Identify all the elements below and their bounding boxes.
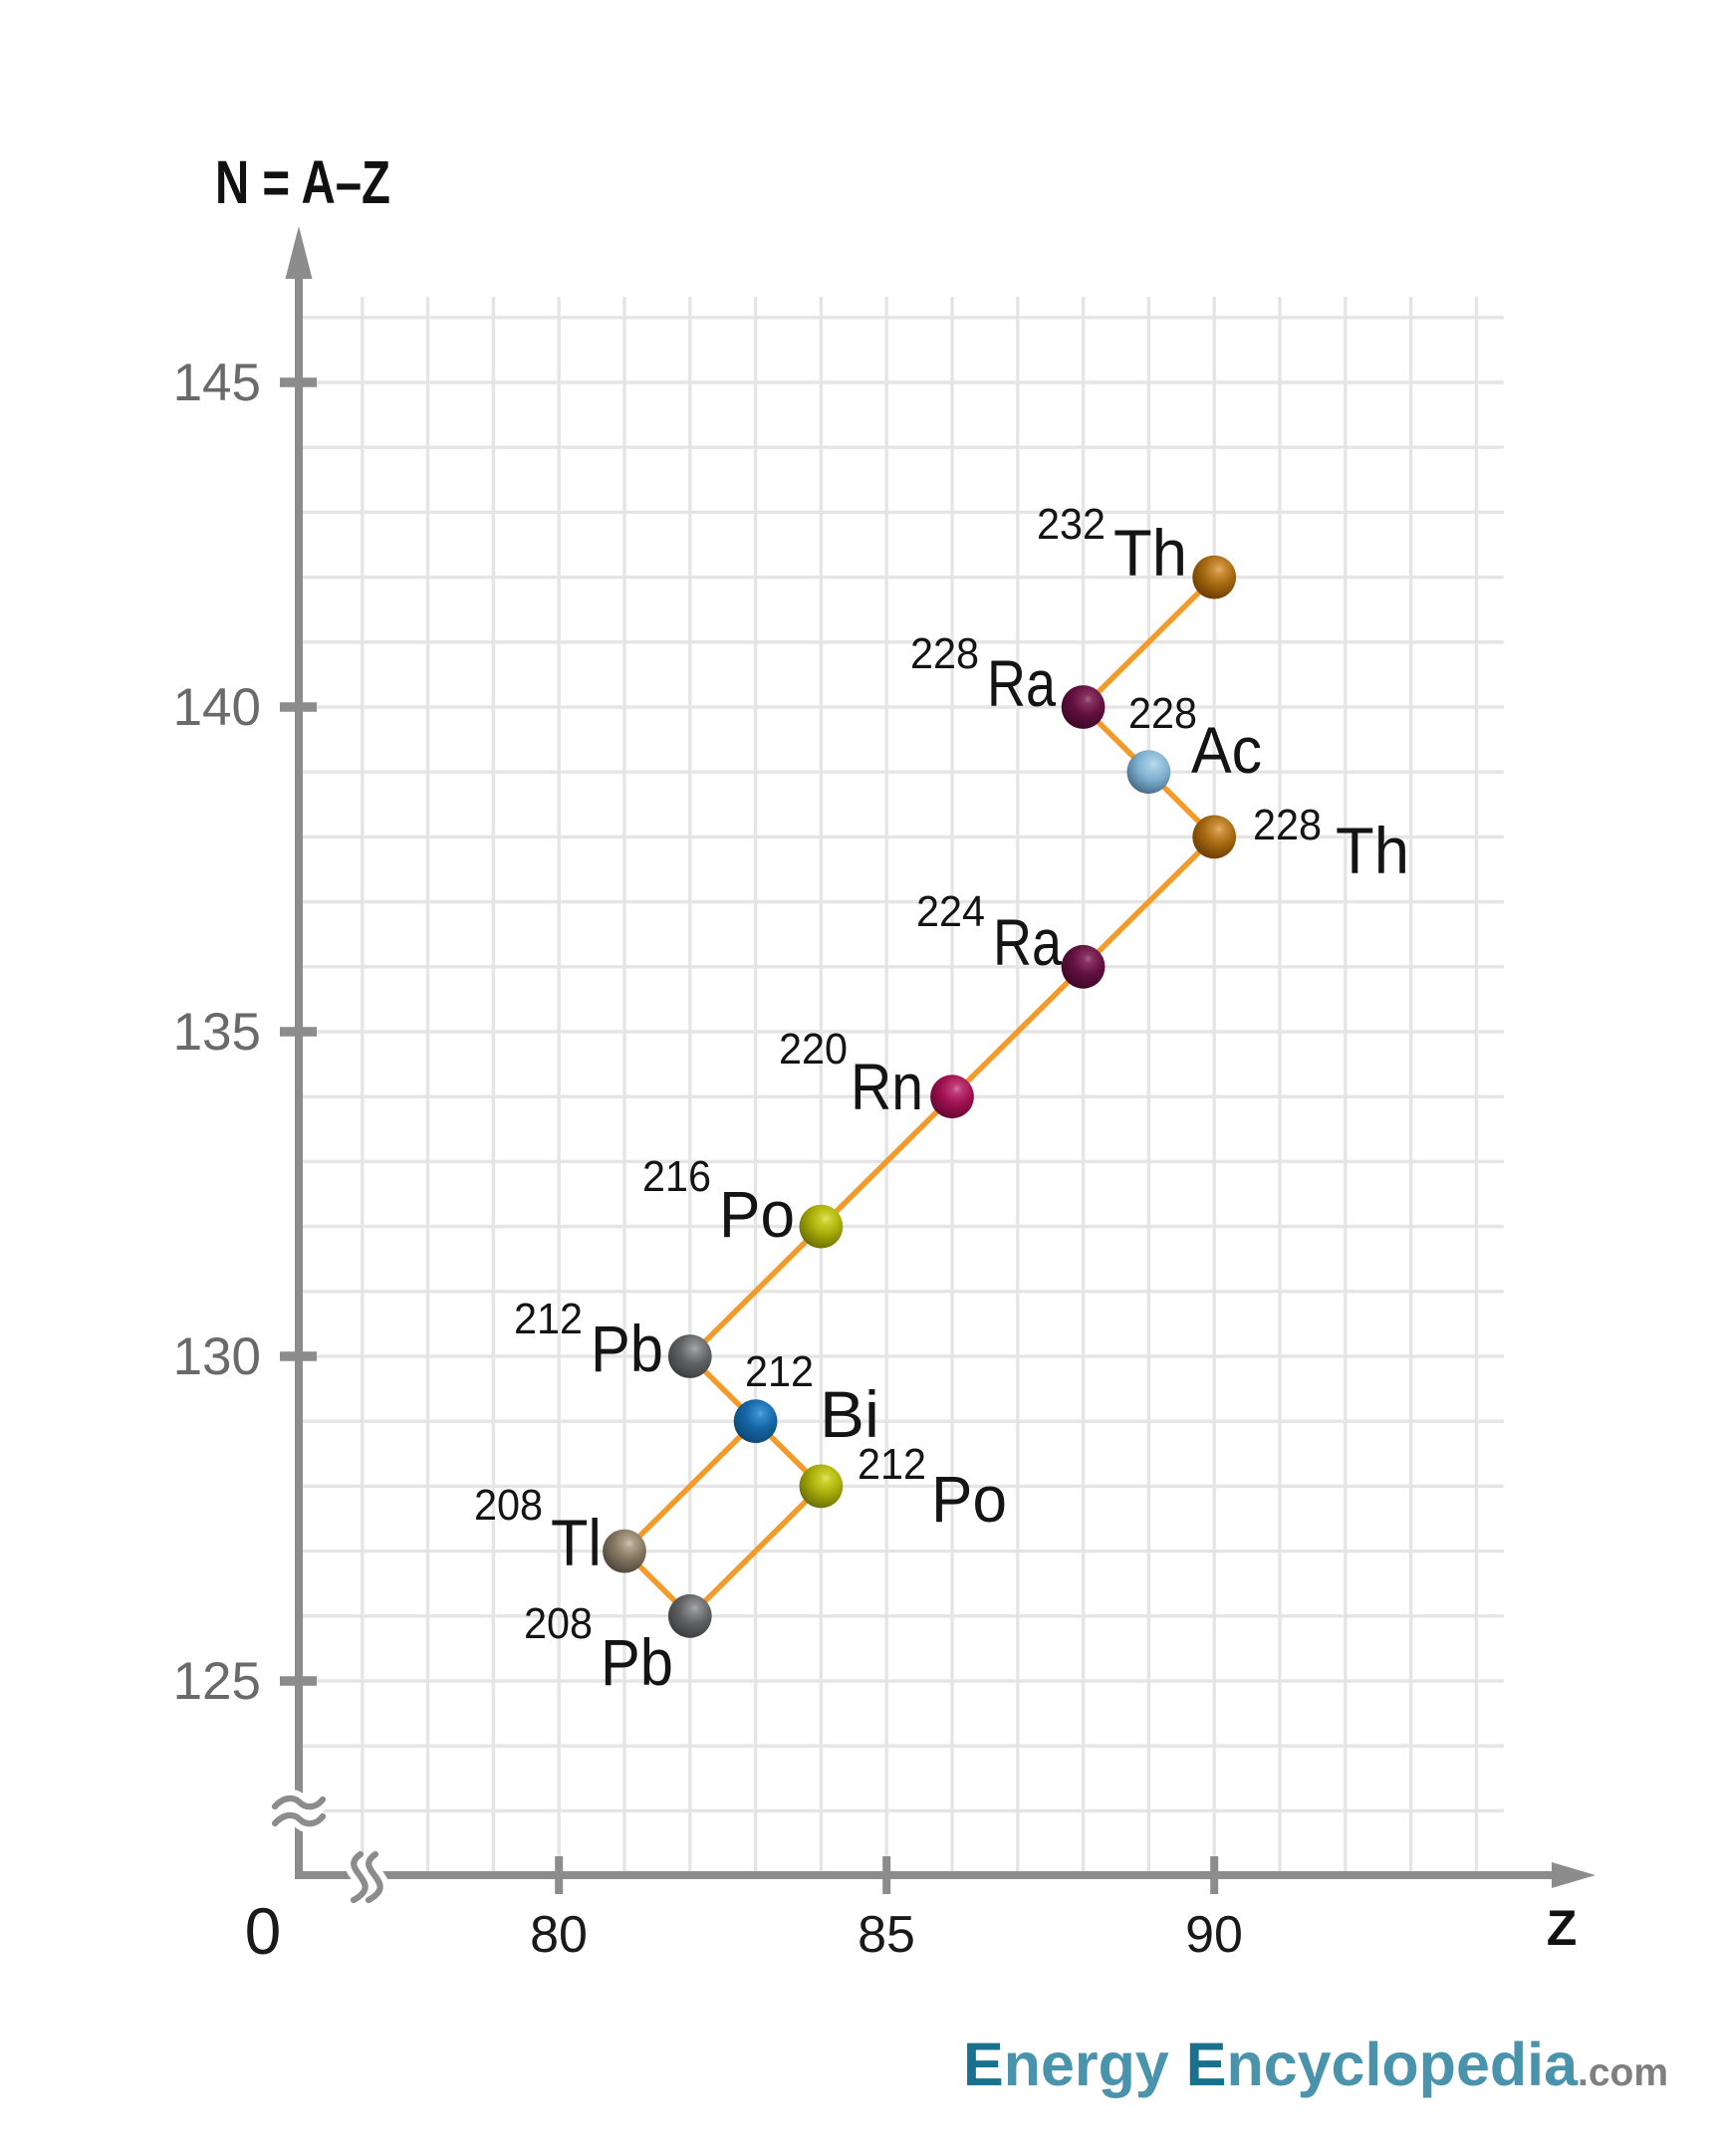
svg-text:220: 220 (779, 1025, 848, 1074)
svg-text:Rn: Rn (851, 1050, 923, 1123)
svg-text:Pb: Pb (591, 1312, 663, 1385)
svg-text:140: 140 (173, 678, 261, 737)
svg-text:232: 232 (1037, 500, 1106, 549)
svg-text:Po: Po (931, 1462, 1007, 1536)
svg-text:Energy Encyclopedia.com: Energy Encyclopedia.com (963, 2031, 1668, 2098)
svg-text:90: 90 (1185, 1906, 1243, 1964)
svg-text:216: 216 (642, 1152, 711, 1201)
svg-text:0: 0 (245, 1894, 282, 1968)
svg-text:228: 228 (910, 629, 979, 678)
svg-text:212: 212 (514, 1295, 583, 1343)
svg-text:208: 208 (474, 1481, 543, 1530)
svg-text:Ra: Ra (987, 646, 1056, 720)
svg-text:224: 224 (916, 887, 985, 936)
svg-text:85: 85 (858, 1906, 915, 1964)
svg-text:Tl: Tl (551, 1506, 602, 1579)
svg-text:80: 80 (530, 1906, 588, 1964)
svg-text:125: 125 (173, 1652, 261, 1711)
svg-text:212: 212 (858, 1440, 926, 1489)
svg-text:228: 228 (1253, 801, 1322, 849)
svg-text:Bi: Bi (820, 1377, 879, 1451)
svg-text:208: 208 (524, 1599, 593, 1648)
svg-text:Ra: Ra (993, 905, 1062, 979)
svg-text:Ac: Ac (1191, 713, 1262, 787)
svg-text:Th: Th (1336, 814, 1409, 887)
svg-text:Th: Th (1113, 516, 1187, 590)
svg-text:Z: Z (1547, 1900, 1578, 1956)
svg-text:212: 212 (745, 1347, 814, 1396)
svg-text:135: 135 (173, 1003, 261, 1062)
svg-text:Po: Po (719, 1177, 795, 1251)
svg-text:228: 228 (1128, 689, 1197, 738)
svg-text:145: 145 (173, 354, 261, 412)
svg-text:N = A–Z: N = A–Z (215, 148, 390, 216)
svg-text:Pb: Pb (601, 1625, 673, 1699)
svg-text:130: 130 (173, 1327, 261, 1386)
